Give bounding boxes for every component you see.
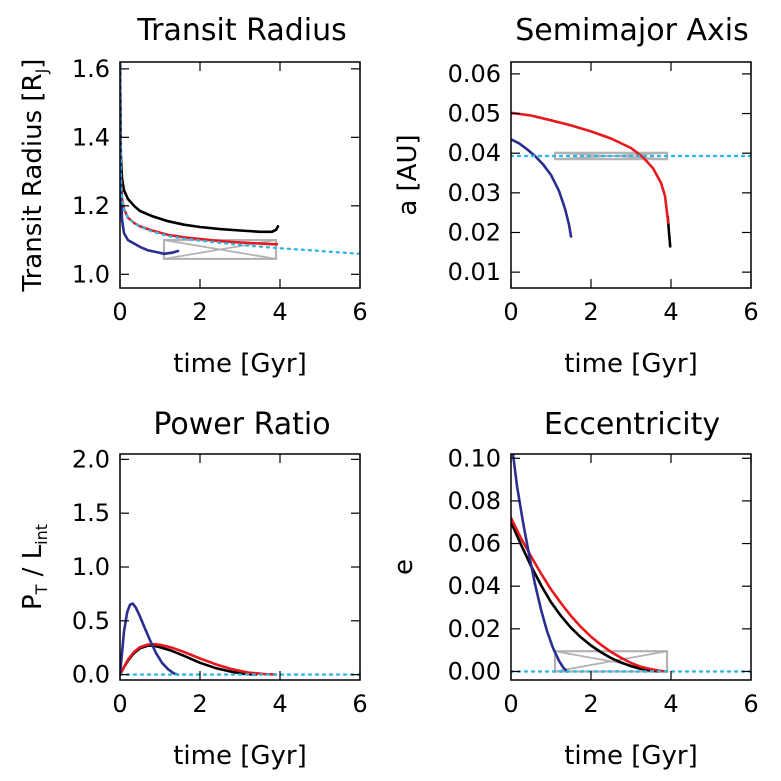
plot-frame <box>510 453 752 681</box>
x-axis-label: time [Gyr] <box>564 349 698 379</box>
x-axis-label: time [Gyr] <box>173 741 307 771</box>
y-tick-label: 1.0 <box>72 260 110 288</box>
series-line-red <box>511 516 669 673</box>
x-axis-label: time [Gyr] <box>564 741 698 771</box>
y-tick-label: 0.04 <box>448 572 501 600</box>
x-tick-label: 6 <box>743 690 758 718</box>
y-tick-label: 2.0 <box>72 445 110 473</box>
y-tick-label: 1.4 <box>72 123 110 151</box>
panel-semimajor-axis: Semimajor Axis 0 2 4 60.010.020.030.040.050… <box>393 13 759 379</box>
x-tick-label: 0 <box>112 298 127 326</box>
constraint-box-diagonal <box>554 650 668 673</box>
series-line-cyan <box>120 62 360 256</box>
plot-area: 0 2 4 6 0.00 0.02 0.04 0.06 0.08 0.10 <box>448 444 759 718</box>
plot-frame <box>119 453 361 681</box>
series-line-black <box>120 62 280 234</box>
panel-power-ratio: Power Ratio 0 2 4 6 0.0 0.5 1.0 1.5 2.0 time [Gy… <box>18 407 368 771</box>
y-tick-label: 0.04 <box>448 139 501 167</box>
x-tick-label: 2 <box>583 298 598 326</box>
data-layer <box>511 454 751 673</box>
data-layer <box>511 111 751 248</box>
y-axis-label: e <box>389 559 419 575</box>
y-tick-label: 0.03 <box>448 179 501 207</box>
series-line-black <box>511 520 661 673</box>
chart-title: Eccentricity <box>544 407 720 442</box>
x-tick-label: 4 <box>663 298 678 326</box>
series-line-blue <box>511 454 569 673</box>
y-tick-label: 0.02 <box>448 615 501 643</box>
series-line-red <box>511 111 670 224</box>
x-tick-label: 2 <box>583 690 598 718</box>
panel-transit-radius: Transit Radius 0 2 4 6 1.0 1.2 1.4 1.6 time [Gy… <box>18 13 368 379</box>
series-line-blue <box>511 138 573 238</box>
chart-title: Semimajor Axis <box>515 13 748 48</box>
data-layer <box>120 62 360 260</box>
panel-eccentricity: Eccentricity 0 2 4 6 0.00 0.02 0.04 0.06 0.08 0.1… <box>389 407 759 771</box>
x-tick-label: 4 <box>272 298 287 326</box>
y-tick-label: 1.5 <box>72 499 110 527</box>
y-tick-label: 1.6 <box>72 55 110 83</box>
chart-title: Power Ratio <box>153 407 330 442</box>
x-tick-label: 6 <box>352 298 367 326</box>
y-tick-label: 0.00 <box>448 657 501 685</box>
plot-frame <box>510 61 752 289</box>
x-tick-label: 2 <box>192 298 207 326</box>
data-layer <box>120 602 360 676</box>
y-tick-label: 1.0 <box>72 553 110 581</box>
y-axis-label: a [AU] <box>393 134 423 215</box>
y-tick-label: 0.06 <box>448 530 501 558</box>
x-axis-label: time [Gyr] <box>173 349 307 379</box>
x-tick-label: 4 <box>663 690 678 718</box>
x-tick-label: 0 <box>503 690 518 718</box>
y-tick-label: 0.5 <box>72 607 110 635</box>
y-tick-label: 1.2 <box>72 192 110 220</box>
plot-frame <box>119 61 361 289</box>
plot-area: 0 2 4 6 0.0 0.5 1.0 1.5 2.0 <box>72 445 368 718</box>
y-tick-label: 0.05 <box>448 100 501 128</box>
series-line-blue <box>120 62 180 256</box>
series-line-red <box>120 642 278 676</box>
series-line-blue <box>120 602 180 676</box>
y-axis-label: Transit Radius [RJ] <box>18 59 51 293</box>
plot-area: 0 2 4 6 0.01 0.02 0.03 0.04 0.05 0.06 <box>448 60 759 326</box>
plot-area: 0 2 4 6 1.0 1.2 1.4 1.6 <box>72 55 368 326</box>
y-tick-label: 0.06 <box>448 60 501 88</box>
x-tick-label: 0 <box>503 298 518 326</box>
x-tick-label: 6 <box>352 690 367 718</box>
x-tick-label: 6 <box>743 298 758 326</box>
y-tick-label: 0.08 <box>448 487 501 515</box>
y-tick-label: 0.0 <box>72 661 110 689</box>
y-tick-label: 0.10 <box>448 444 501 472</box>
x-tick-label: 0 <box>112 690 127 718</box>
y-tick-label: 0.01 <box>448 258 501 286</box>
y-axis-label: PT / Lint <box>18 524 51 610</box>
series-line-red <box>120 62 279 246</box>
y-tick-label: 0.02 <box>448 218 501 246</box>
x-tick-label: 2 <box>192 690 207 718</box>
x-tick-label: 4 <box>272 690 287 718</box>
chart-title: Transit Radius <box>136 13 347 48</box>
